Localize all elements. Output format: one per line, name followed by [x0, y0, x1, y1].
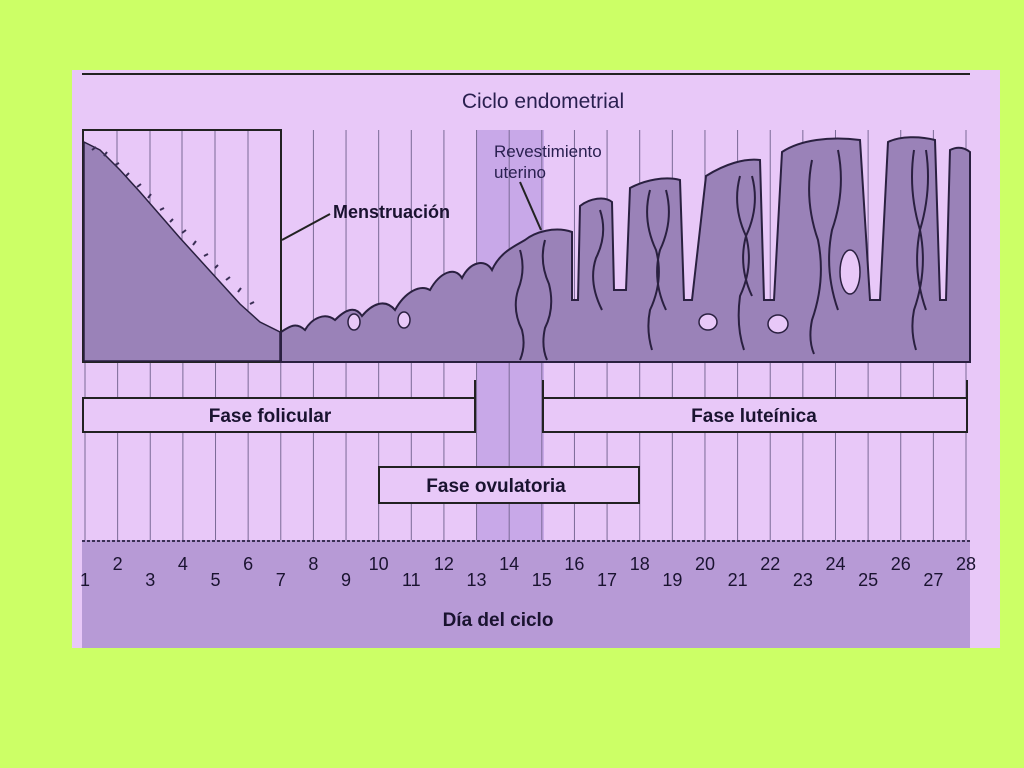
day-number: 6 — [243, 554, 253, 574]
day-number: 3 — [145, 570, 155, 590]
menstruation-label: Menstruación — [333, 202, 450, 222]
day-number: 13 — [467, 570, 487, 590]
day-number: 10 — [369, 554, 389, 574]
day-number: 5 — [211, 570, 221, 590]
luteal-phase-bar — [542, 397, 968, 433]
gland-lumens — [347, 249, 861, 334]
day-number: 2 — [113, 554, 123, 574]
ovulatory-phase-bar — [378, 466, 640, 504]
day-number: 26 — [891, 554, 911, 574]
day-number: 17 — [597, 570, 617, 590]
day-number: 18 — [630, 554, 650, 574]
menstruation-pointer — [281, 213, 331, 241]
shedding-debris — [91, 146, 255, 305]
day-number: 22 — [760, 554, 780, 574]
day-number: 4 — [178, 554, 188, 574]
day-number: 25 — [858, 570, 878, 590]
day-numbers: 1234567891011121314151617181920212223242… — [80, 554, 976, 590]
lining-pointer — [519, 181, 542, 231]
lining-label-line2: uterino — [494, 163, 546, 182]
diagram-panel: Ciclo endometrial — [72, 70, 1000, 648]
day-number: 15 — [532, 570, 552, 590]
ovulatory-phase-label: Fase ovulatoria — [426, 476, 566, 497]
day-number: 11 — [402, 570, 421, 590]
day-number: 16 — [564, 554, 584, 574]
day-number: 19 — [662, 570, 682, 590]
endometrium-tissue — [280, 136, 971, 363]
day-number: 14 — [499, 554, 519, 574]
endometrial-glands — [514, 149, 929, 361]
day-number: 28 — [956, 554, 976, 574]
day-number: 9 — [341, 570, 351, 590]
day-number: 7 — [276, 570, 286, 590]
day-number: 8 — [308, 554, 318, 574]
diagram-title: Ciclo endometrial — [462, 90, 624, 113]
lining-label-line1: Revestimiento — [494, 142, 602, 161]
day-number: 23 — [793, 570, 813, 590]
day-number: 1 — [80, 570, 90, 590]
follicular-phase-label: Fase folicular — [209, 406, 332, 427]
x-axis-label: Día del ciclo — [443, 610, 554, 631]
day-axis-band — [82, 540, 970, 648]
day-number: 21 — [728, 570, 748, 590]
day-number: 27 — [923, 570, 943, 590]
day-number: 20 — [695, 554, 715, 574]
endometrial-cycle-diagram: Ciclo endometrial — [80, 73, 976, 648]
day-number: 12 — [434, 554, 454, 574]
luteal-phase-label: Fase luteínica — [691, 406, 817, 427]
day-number: 24 — [825, 554, 845, 574]
